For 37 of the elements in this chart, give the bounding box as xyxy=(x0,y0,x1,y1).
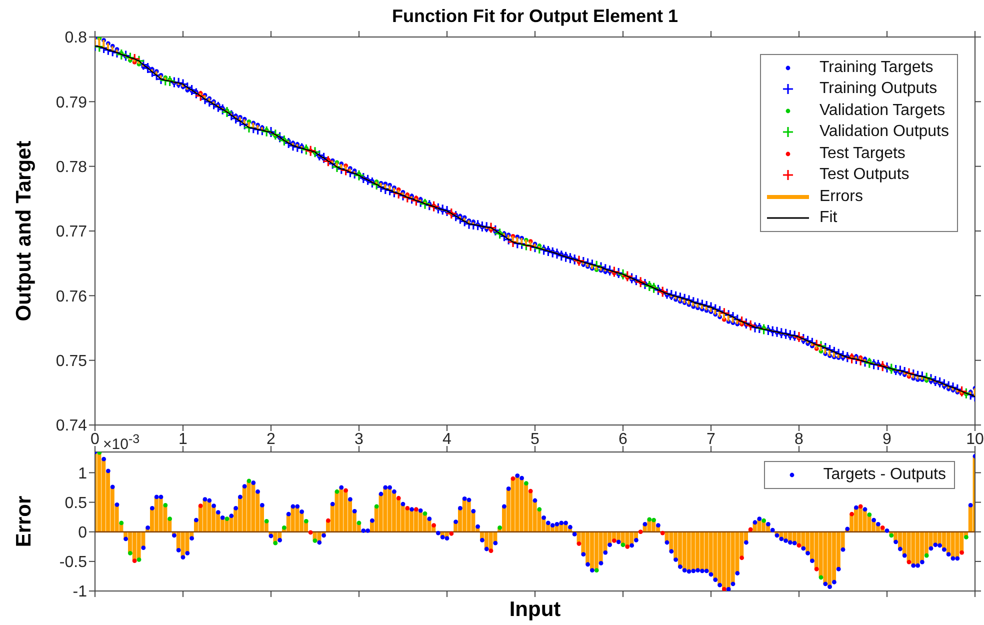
x-tick-label: 1 xyxy=(178,431,188,448)
legend-label: Validation Outputs xyxy=(819,123,949,142)
legend-label: Test Targets xyxy=(819,144,906,163)
legend-label: Errors xyxy=(819,188,863,206)
y-tick-label: 1 xyxy=(78,465,88,482)
x-tick-label: 3 xyxy=(354,431,364,448)
legend-label: Test Outputs xyxy=(819,166,910,184)
x-tick-label: 7 xyxy=(706,431,716,448)
legend-label: Training Outputs xyxy=(819,80,938,98)
y-tick-label: 0.77 xyxy=(56,224,88,241)
x-tick-label: 2 xyxy=(266,431,276,448)
y-tick-label: 0.8 xyxy=(64,30,88,47)
y-tick-label: 0.79 xyxy=(56,94,88,112)
y-tick-label: -1 xyxy=(72,584,88,601)
legend-label: Fit xyxy=(819,209,838,228)
x-tick-label: 10 xyxy=(966,431,984,448)
x-tick-label: 5 xyxy=(530,431,540,448)
y-axis-title: Error xyxy=(12,496,36,548)
y-tick-label: 0 xyxy=(78,524,88,542)
annotation: ×10$^{-3}$ xyxy=(103,432,140,453)
y-tick-label: 0.78 xyxy=(56,159,88,176)
y-tick-label: 0.5 xyxy=(64,494,88,512)
y-tick-label: 0.75 xyxy=(56,353,88,370)
y-tick-label: -0.5 xyxy=(59,554,88,572)
legend-label: Validation Targets xyxy=(819,102,946,120)
y-tick-label: 0.76 xyxy=(56,288,88,306)
x-axis-title: Input xyxy=(509,598,561,621)
y-tick-label: 0.74 xyxy=(56,418,88,435)
legend-label: Targets - Outputs xyxy=(823,466,946,484)
x-tick-label: 4 xyxy=(442,431,452,448)
chart-title: Function Fit for Output Element 1 xyxy=(391,6,679,27)
x-tick-label: 8 xyxy=(794,431,804,448)
x-tick-label: 9 xyxy=(882,431,892,448)
x-tick-label: 0 xyxy=(90,431,100,448)
x-tick-label: 6 xyxy=(618,431,628,448)
legend-label: Training Targets xyxy=(819,58,934,77)
y-axis-title: Output and Target xyxy=(12,140,36,322)
